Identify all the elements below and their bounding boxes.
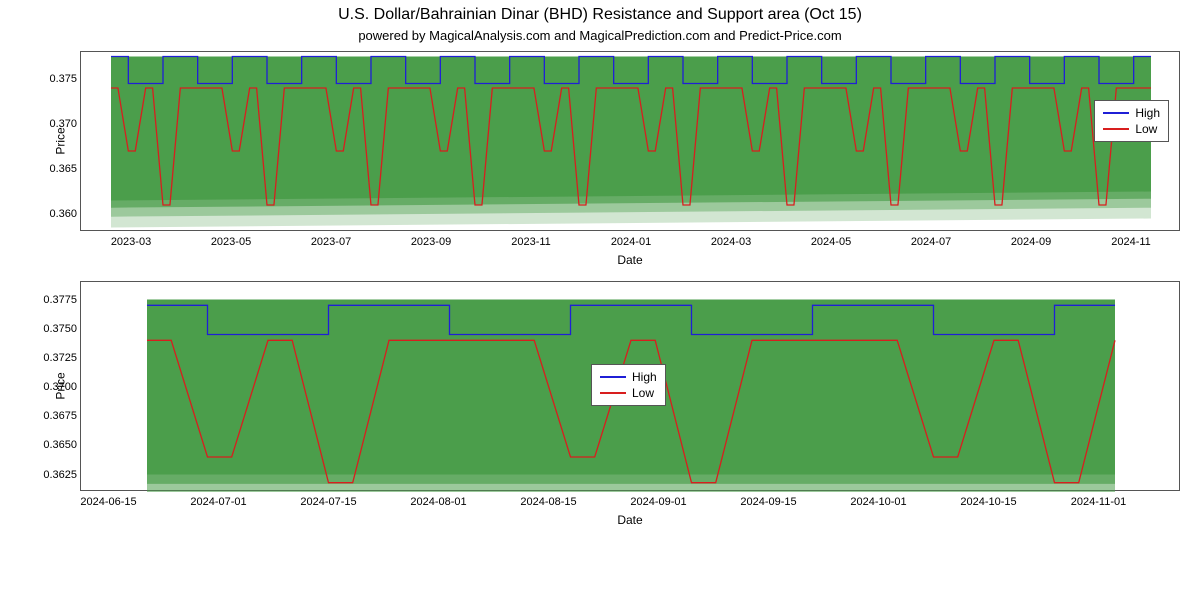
chart1: Price 0.3600.3650.3700.375 2023-032023-0… bbox=[80, 51, 1180, 231]
legend-line-high bbox=[600, 376, 626, 378]
legend-line-high bbox=[1103, 112, 1129, 114]
chart1-xlabel: Date bbox=[80, 253, 1180, 267]
chart-title: U.S. Dollar/Bahrainian Dinar (BHD) Resis… bbox=[0, 6, 1200, 24]
legend-label-low: Low bbox=[1135, 122, 1157, 136]
chart-subtitle: powered by MagicalAnalysis.com and Magic… bbox=[0, 28, 1200, 43]
chart1-svg bbox=[81, 52, 1181, 232]
legend-label-low: Low bbox=[632, 386, 654, 400]
legend-label-high: High bbox=[632, 370, 657, 384]
chart1-legend: High Low bbox=[1094, 100, 1169, 142]
chart2-wrap: MagicalAnalysis.com MagicalPrediction.co… bbox=[20, 281, 1180, 541]
legend-line-low bbox=[600, 392, 626, 394]
legend-line-low bbox=[1103, 128, 1129, 130]
legend-row-low: Low bbox=[600, 385, 657, 401]
chart1-wrap: MagicalAnalysis.com MagicalPrediction.co… bbox=[20, 51, 1180, 271]
legend-label-high: High bbox=[1135, 106, 1160, 120]
legend-row-low: Low bbox=[1103, 121, 1160, 137]
chart2-legend: High Low bbox=[591, 364, 666, 406]
chart2-xlabel: Date bbox=[80, 513, 1180, 527]
legend-row-high: High bbox=[600, 369, 657, 385]
legend-row-high: High bbox=[1103, 105, 1160, 121]
chart2: Price 0.36250.36500.36750.37000.37250.37… bbox=[80, 281, 1180, 491]
chart1-ylabel: Price bbox=[54, 127, 68, 154]
